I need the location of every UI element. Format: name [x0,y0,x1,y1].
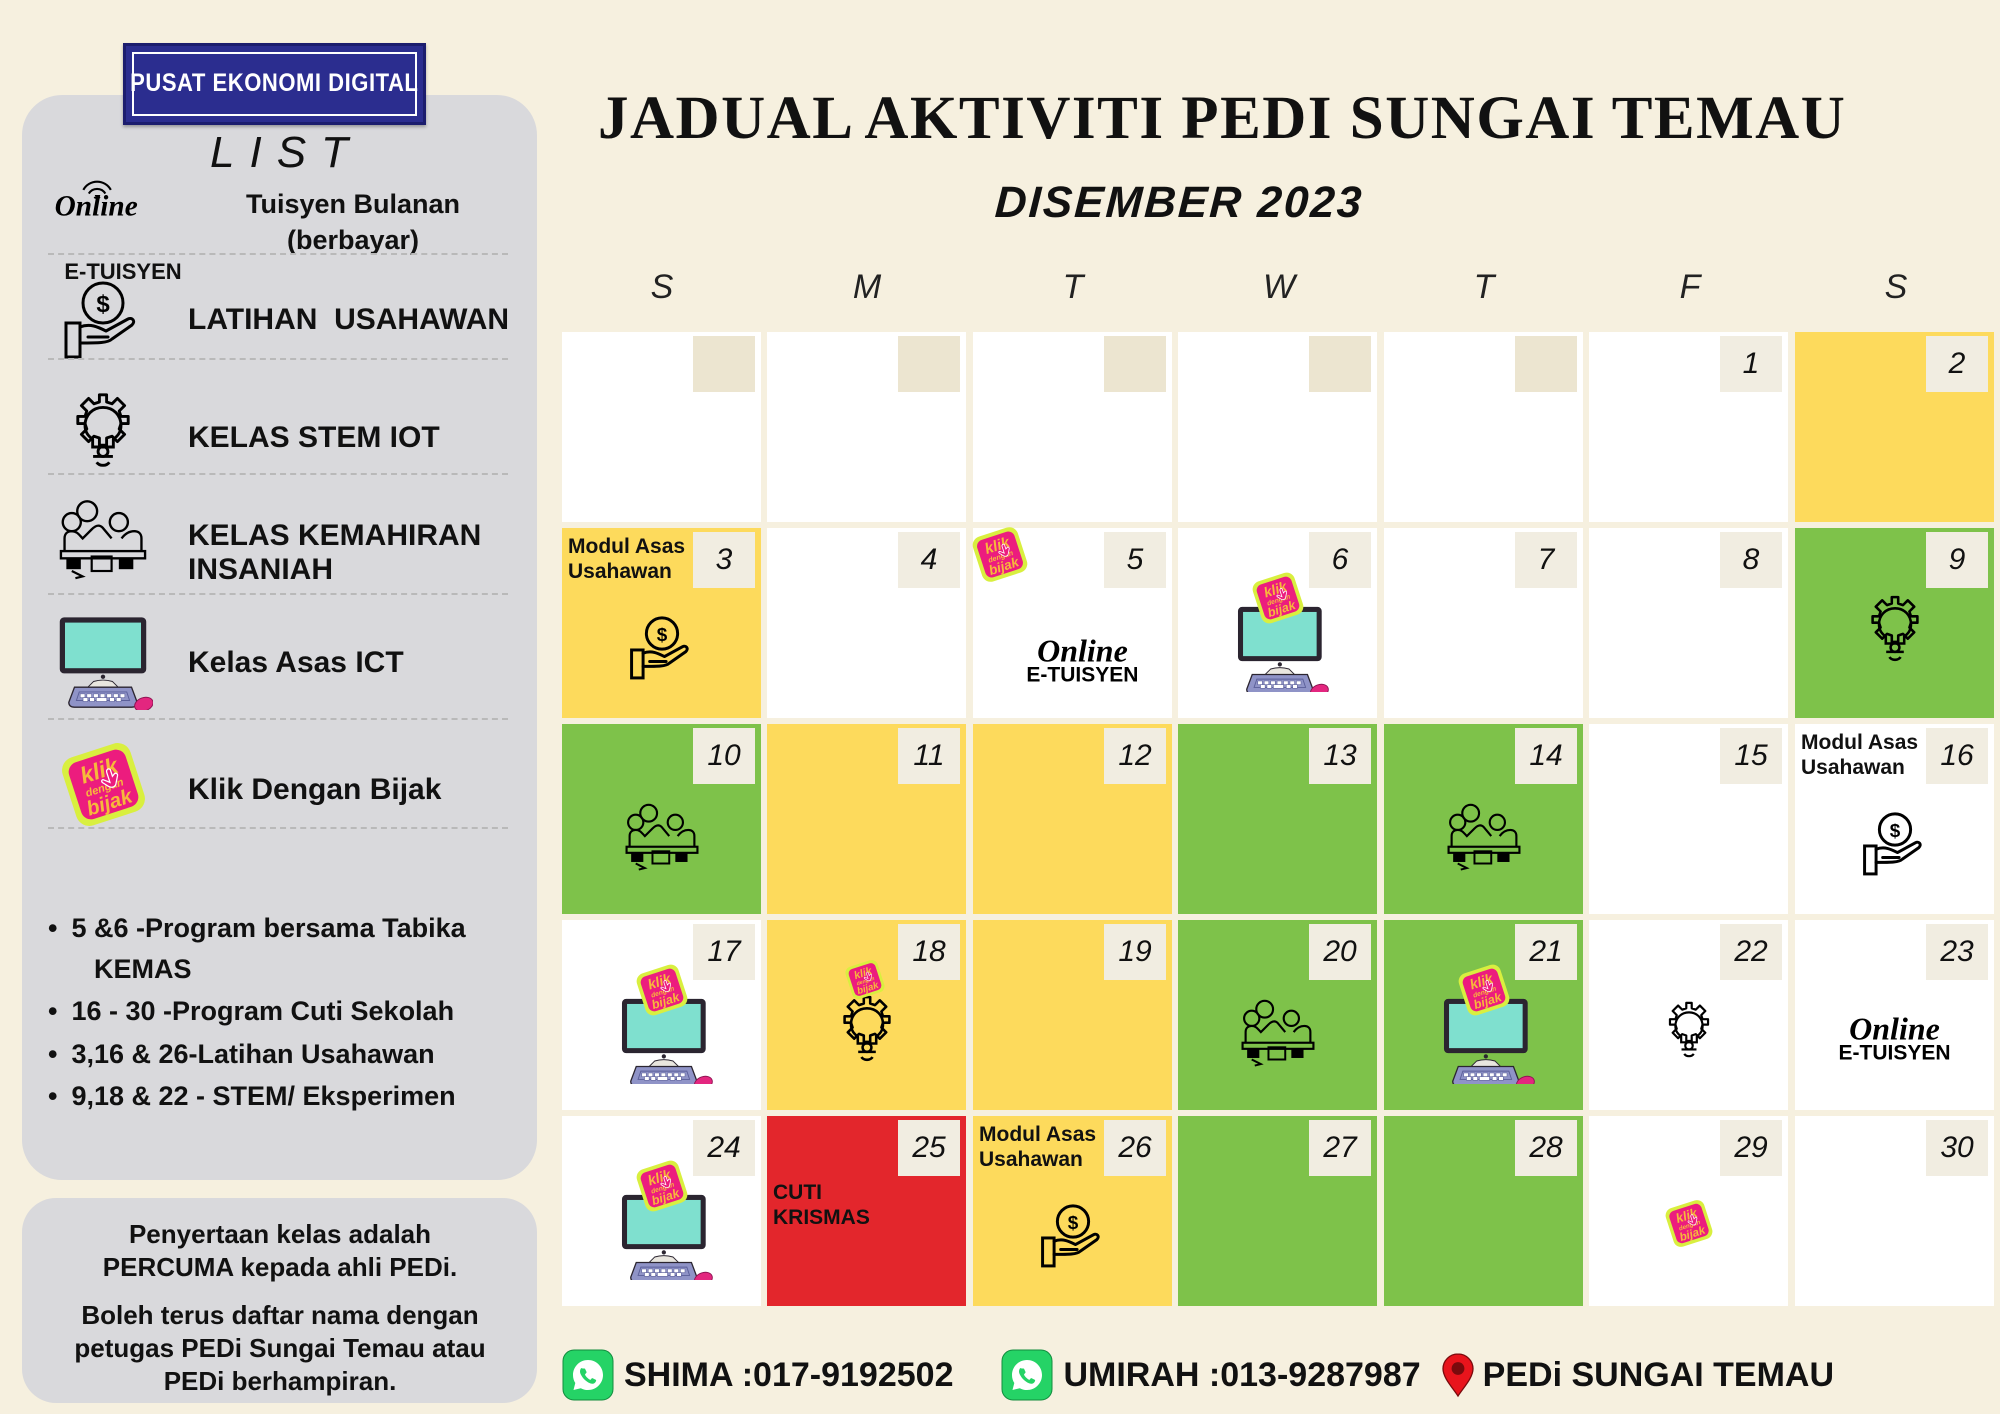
svg-text:$: $ [1889,821,1900,842]
svg-text:$: $ [96,291,110,318]
svg-text:Online: Online [55,191,138,223]
svg-text:$: $ [656,625,667,646]
svg-text:$: $ [1067,1213,1078,1234]
